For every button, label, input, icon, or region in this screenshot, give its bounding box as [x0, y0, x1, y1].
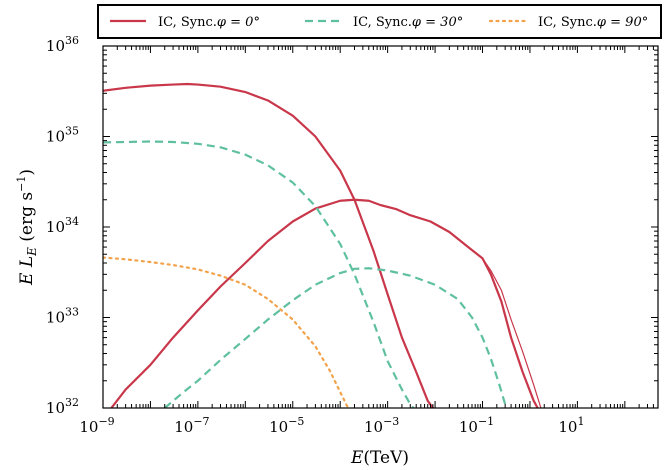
legend-box: [97, 4, 662, 39]
y-tick-label: 1033: [46, 306, 79, 327]
series-line-solid-0: [103, 82, 434, 408]
y-tick-label: 1035: [46, 125, 79, 146]
series-line-solid-2: [482, 258, 542, 408]
y-tick-label: 1036: [46, 34, 79, 55]
plot-frame: [102, 45, 659, 409]
x-tick-label: 10−5: [269, 415, 304, 436]
legend-label: IC, Sync.φ = 0°: [158, 15, 260, 30]
x-tick-label: 101: [558, 415, 584, 436]
tick-labels-layer: 10−9 10−7 10−5 10−3 10−1 101 1032 1033 1034 1035 1…: [46, 34, 585, 436]
legend-label: IC, Sync.φ = 30°: [353, 15, 463, 30]
series-line-dotted-5: [103, 256, 350, 408]
y-tick-label: 1032: [46, 396, 79, 417]
legend: IC, Sync.φ = 0° IC, Sync.φ = 30° IC, Sync.…: [97, 4, 662, 39]
legend-label: IC, Sync.φ = 90°: [538, 15, 648, 30]
x-tick-label: 10−9: [79, 415, 114, 436]
y-tick-label: 1034: [46, 215, 79, 236]
series-line-solid-1: [110, 198, 539, 408]
series-layer: [103, 82, 542, 408]
x-tick-label: 10−7: [174, 415, 209, 436]
series-line-dashed-3: [103, 140, 415, 408]
ticks-layer: [102, 45, 659, 409]
y-axis-label: E LE (erg s−1): [15, 169, 39, 286]
x-tick-label: 10−3: [364, 415, 399, 436]
x-axis-label: E(TeV): [350, 448, 409, 468]
x-tick-label: 10−1: [459, 415, 494, 436]
series-line-dashed-4: [164, 267, 509, 408]
